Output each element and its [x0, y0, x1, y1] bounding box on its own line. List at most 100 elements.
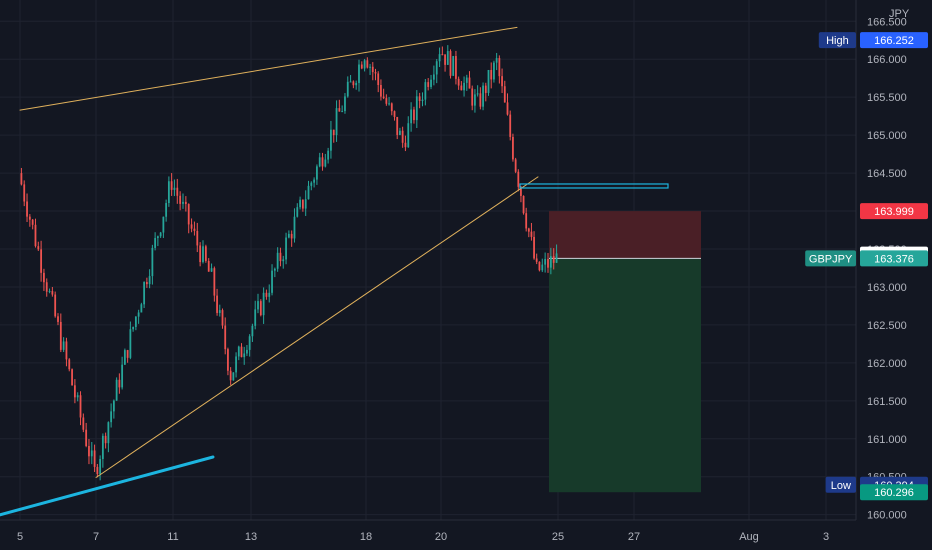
candle-body	[199, 245, 202, 263]
candle-body	[99, 458, 102, 475]
candle-body	[143, 282, 146, 305]
candle-body	[493, 62, 495, 80]
candle-body	[148, 276, 151, 285]
candle-body	[555, 253, 558, 263]
price-tag-value: 163.376	[874, 253, 914, 265]
candle-body	[360, 64, 363, 69]
candle-body	[449, 51, 452, 76]
candle-body	[509, 114, 512, 137]
candle-body	[457, 78, 460, 86]
candle-body	[23, 184, 26, 202]
candle-body	[490, 69, 493, 80]
candle-body	[287, 233, 290, 238]
candle-body	[20, 173, 23, 185]
candle-body	[137, 312, 140, 317]
candle-body	[182, 201, 184, 204]
candle-body	[254, 309, 257, 326]
candle-body	[413, 109, 415, 121]
candle-body	[418, 96, 421, 102]
take-profit-zone[interactable]	[549, 258, 701, 493]
candle-body	[179, 195, 182, 204]
candle-body	[421, 99, 424, 102]
candle-body	[346, 81, 349, 97]
candle-body	[366, 60, 369, 68]
price-tag-value: 166.252	[874, 35, 914, 47]
candle-body	[104, 435, 107, 444]
candle-body	[468, 77, 471, 89]
candle-body	[338, 108, 341, 112]
candle-body	[251, 325, 254, 337]
candle-body	[229, 370, 232, 381]
candle-body	[525, 213, 528, 229]
candle-body	[237, 346, 240, 357]
candle-body	[45, 282, 48, 292]
price-tag-high-name	[818, 32, 856, 49]
candle-body	[31, 219, 34, 225]
candle-body	[48, 291, 51, 293]
candle-body	[193, 228, 196, 231]
candle-body	[388, 103, 390, 105]
candles	[20, 45, 558, 481]
candle-body	[279, 252, 282, 262]
candle-body	[204, 246, 207, 261]
candle-body	[352, 81, 355, 86]
drawings	[0, 26, 669, 517]
y-tick-label: 163.000	[867, 282, 907, 294]
resistance-zone[interactable]	[519, 183, 669, 189]
candle-body	[441, 54, 444, 56]
candle-body	[210, 268, 213, 272]
stop-loss-zone[interactable]	[549, 211, 701, 259]
candle-body	[341, 111, 344, 113]
candle-body	[446, 51, 449, 65]
time-axis[interactable]: 5 7 11 13 18 20 25 27 Aug 3	[17, 531, 829, 543]
candle-body	[276, 252, 279, 269]
trendline-support[interactable]	[0, 455, 215, 517]
candle-body	[246, 349, 248, 354]
candle-body	[273, 268, 276, 271]
candle-body	[444, 54, 446, 65]
candle-body	[552, 256, 555, 263]
candle-body	[430, 79, 432, 87]
candle-body	[479, 93, 482, 107]
candle-body	[512, 136, 514, 160]
candle-body	[221, 310, 224, 326]
candle-body	[407, 123, 410, 148]
y-tick-label: 165.000	[867, 130, 907, 142]
y-tick-label: 166.000	[867, 54, 907, 66]
candle-body	[156, 236, 159, 239]
candle-body	[140, 304, 143, 313]
candle-body	[404, 142, 407, 148]
trendline-lower[interactable]	[95, 176, 539, 478]
candle-body	[332, 129, 335, 136]
candle-body	[517, 171, 520, 187]
y-tick-label: 161.000	[867, 434, 907, 446]
price-tag-stop	[860, 203, 928, 220]
y-tick-label: 162.500	[867, 320, 907, 332]
candle-body	[538, 261, 541, 271]
price-tag-label: GBPJPY	[809, 253, 853, 265]
candle-body	[382, 96, 385, 99]
candle-body	[541, 264, 544, 271]
candle-body	[126, 350, 129, 358]
candle-body	[28, 216, 31, 220]
candle-body	[304, 199, 307, 209]
candle-body	[503, 86, 506, 103]
trendline-upper[interactable]	[19, 26, 518, 111]
candle-body	[410, 109, 413, 124]
candle-body	[316, 166, 318, 180]
candle-body	[54, 294, 57, 317]
candle-body	[167, 181, 170, 204]
x-tick-label: 27	[628, 531, 640, 543]
candle-body	[293, 216, 296, 239]
candle-body	[118, 379, 121, 388]
candle-body	[435, 61, 438, 75]
candle-body	[321, 157, 324, 167]
price-tag-last	[860, 250, 928, 267]
candle-body	[282, 259, 285, 262]
candle-body	[487, 69, 490, 93]
candle-body	[243, 353, 246, 358]
price-tag-label: High	[826, 35, 849, 47]
candle-body	[452, 56, 455, 76]
